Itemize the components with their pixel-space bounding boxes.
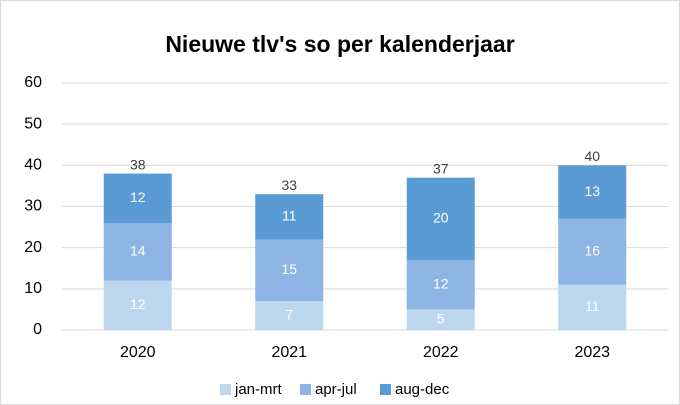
- data-label: 12: [130, 296, 146, 312]
- bar-segment: [255, 239, 324, 302]
- y-tick-label: 50: [24, 115, 42, 132]
- y-tick-label: 40: [24, 157, 42, 174]
- total-label: 37: [433, 160, 449, 176]
- data-label: 16: [584, 242, 600, 258]
- data-label: 15: [281, 261, 297, 277]
- x-tick-label: 2023: [574, 344, 610, 361]
- bar-segment: [103, 222, 172, 281]
- chart-title: Nieuwe tlv's so per kalenderjaar: [165, 31, 514, 57]
- y-tick-label: 30: [24, 198, 42, 215]
- legend-swatch: [220, 384, 231, 395]
- bar-segment: [103, 280, 172, 330]
- data-label: 20: [433, 210, 449, 226]
- bar-segment: [558, 218, 627, 285]
- legend-swatch: [380, 384, 391, 395]
- data-label: 13: [584, 183, 600, 199]
- bar-segment: [558, 165, 627, 219]
- x-tick-label: 2020: [120, 344, 156, 361]
- bar-segment: [406, 177, 475, 261]
- data-label: 7: [285, 306, 293, 322]
- bar-segment: [406, 309, 475, 330]
- bar-segment: [103, 173, 172, 223]
- total-label: 40: [584, 148, 600, 164]
- legend-label: jan-mrt: [234, 381, 283, 398]
- data-label: 14: [130, 242, 146, 258]
- y-tick-label: 0: [33, 321, 42, 338]
- y-tick-label: 20: [24, 239, 42, 256]
- total-label: 33: [281, 177, 297, 193]
- y-tick-label: 60: [24, 74, 42, 91]
- bar-segment: [255, 301, 324, 330]
- data-label: 12: [130, 189, 146, 205]
- bar-segment: [406, 260, 475, 310]
- data-label: 12: [433, 275, 449, 291]
- y-tick-label: 10: [24, 280, 42, 297]
- data-label: 11: [585, 298, 600, 314]
- x-tick-label: 2021: [271, 344, 307, 361]
- legend-label: aug-dec: [395, 381, 450, 398]
- x-tick-label: 2022: [423, 344, 459, 361]
- bar-segment: [558, 284, 627, 330]
- legend-swatch: [300, 384, 311, 395]
- legend-label: apr-jul: [315, 381, 357, 398]
- bar-segment: [255, 194, 324, 240]
- total-label: 38: [130, 156, 146, 172]
- data-label: 11: [282, 207, 297, 223]
- data-label: 5: [437, 310, 445, 326]
